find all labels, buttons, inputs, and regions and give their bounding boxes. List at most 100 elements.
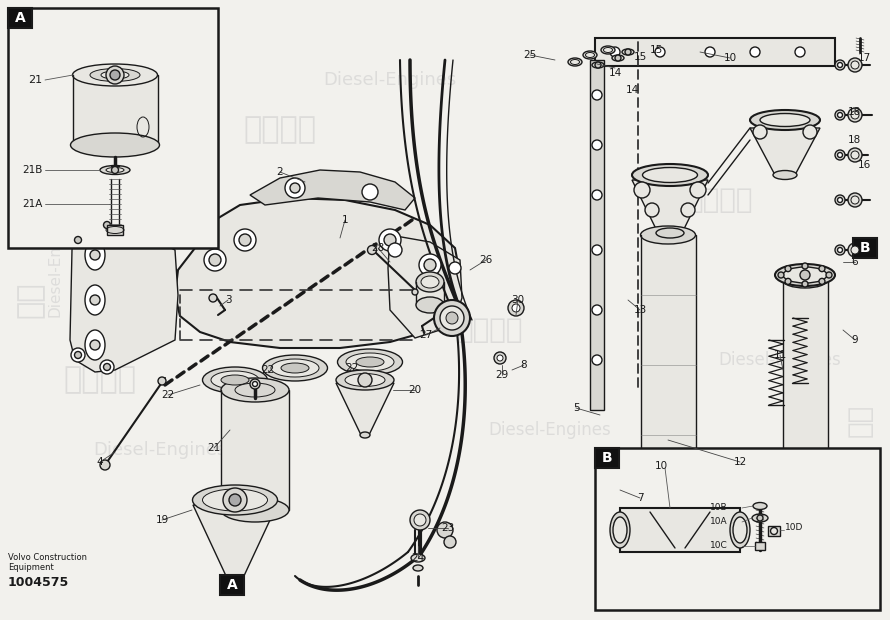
Ellipse shape: [211, 371, 259, 389]
Bar: [768, 526, 780, 536]
Ellipse shape: [345, 373, 385, 386]
Polygon shape: [250, 170, 415, 210]
Ellipse shape: [775, 264, 835, 286]
Polygon shape: [336, 383, 394, 435]
Polygon shape: [72, 75, 158, 145]
Circle shape: [71, 348, 85, 362]
Circle shape: [384, 234, 396, 246]
Bar: [595, 38, 835, 66]
Circle shape: [681, 203, 695, 217]
Ellipse shape: [85, 285, 105, 315]
Circle shape: [837, 153, 843, 157]
Circle shape: [508, 300, 524, 316]
Circle shape: [690, 182, 706, 198]
Circle shape: [851, 151, 859, 159]
Ellipse shape: [656, 228, 684, 238]
Ellipse shape: [641, 226, 695, 244]
Polygon shape: [193, 505, 277, 578]
Text: Equipment: Equipment: [8, 564, 53, 572]
Circle shape: [362, 184, 378, 200]
Circle shape: [753, 125, 767, 139]
Text: 15: 15: [650, 45, 663, 55]
Circle shape: [757, 515, 763, 521]
Circle shape: [209, 294, 217, 302]
Text: 柴发动力: 柴发动力: [457, 316, 523, 344]
Text: B: B: [602, 451, 612, 465]
Circle shape: [368, 246, 376, 254]
Text: 30: 30: [512, 295, 524, 305]
Circle shape: [90, 250, 100, 260]
Text: 10A: 10A: [710, 518, 728, 526]
Ellipse shape: [337, 349, 402, 375]
Ellipse shape: [192, 485, 278, 515]
Circle shape: [592, 245, 602, 255]
Ellipse shape: [603, 48, 612, 53]
Text: 20: 20: [409, 385, 422, 395]
Circle shape: [90, 340, 100, 350]
Circle shape: [851, 111, 859, 119]
Circle shape: [837, 247, 843, 252]
Text: 17: 17: [858, 53, 871, 63]
Circle shape: [848, 193, 862, 207]
Circle shape: [848, 58, 862, 72]
Ellipse shape: [583, 51, 597, 59]
Ellipse shape: [411, 554, 425, 562]
Text: 10C: 10C: [710, 541, 728, 551]
Polygon shape: [750, 128, 820, 175]
Circle shape: [819, 265, 825, 272]
Circle shape: [778, 272, 784, 278]
Bar: [8, 8, 218, 248]
Circle shape: [239, 234, 251, 246]
Circle shape: [103, 363, 110, 371]
Circle shape: [100, 460, 110, 470]
Circle shape: [837, 198, 843, 203]
Circle shape: [837, 112, 843, 118]
Ellipse shape: [70, 133, 159, 157]
Circle shape: [419, 254, 441, 276]
Circle shape: [802, 281, 808, 287]
Circle shape: [785, 278, 791, 285]
Text: 11: 11: [773, 350, 787, 360]
Ellipse shape: [221, 498, 289, 522]
Circle shape: [592, 90, 602, 100]
Text: 18: 18: [848, 107, 862, 117]
Ellipse shape: [271, 359, 319, 377]
Polygon shape: [632, 180, 708, 233]
Circle shape: [800, 270, 810, 280]
Circle shape: [223, 488, 247, 512]
Ellipse shape: [641, 476, 695, 494]
Circle shape: [412, 289, 418, 295]
Ellipse shape: [612, 55, 624, 61]
Bar: [107, 225, 123, 235]
Circle shape: [851, 196, 859, 204]
Ellipse shape: [106, 167, 124, 172]
Ellipse shape: [101, 71, 129, 79]
Circle shape: [440, 306, 464, 330]
Bar: [853, 238, 877, 258]
Ellipse shape: [586, 53, 595, 58]
Circle shape: [100, 360, 114, 374]
Circle shape: [610, 47, 620, 57]
Bar: [590, 60, 604, 410]
Ellipse shape: [416, 272, 444, 292]
Ellipse shape: [72, 64, 158, 86]
Circle shape: [826, 272, 832, 278]
Ellipse shape: [570, 60, 579, 64]
Circle shape: [444, 536, 456, 548]
Circle shape: [851, 61, 859, 69]
Text: 柴发动力: 柴发动力: [687, 186, 753, 214]
Circle shape: [447, 310, 459, 322]
Ellipse shape: [592, 62, 604, 68]
Circle shape: [110, 70, 120, 80]
Text: 8: 8: [521, 360, 527, 370]
Ellipse shape: [356, 357, 384, 367]
Circle shape: [645, 203, 659, 217]
Circle shape: [655, 47, 665, 57]
Text: Diesel-Engines: Diesel-Engines: [489, 421, 611, 439]
Text: B: B: [860, 241, 870, 255]
Text: Diesel-Engines: Diesel-Engines: [718, 351, 841, 369]
Text: 19: 19: [156, 515, 168, 525]
Circle shape: [358, 373, 372, 387]
Circle shape: [835, 195, 845, 205]
Ellipse shape: [632, 164, 708, 186]
